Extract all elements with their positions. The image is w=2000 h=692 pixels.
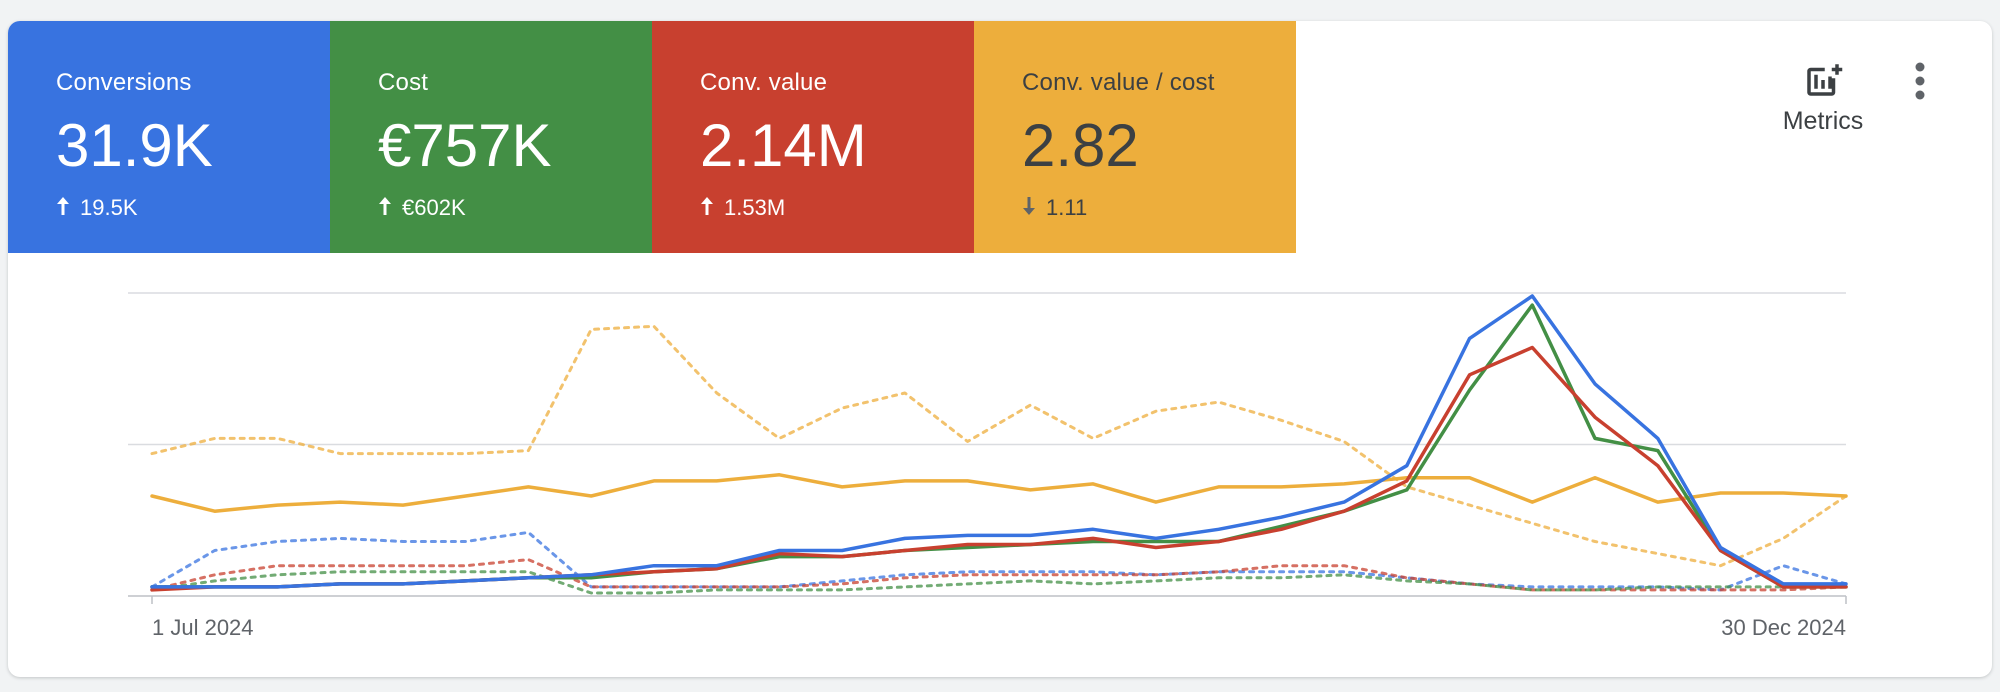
x-axis-start-label: 1 Jul 2024	[152, 615, 254, 640]
arrow-down-icon	[1022, 195, 1040, 221]
tile-cost[interactable]: Cost €757K €602K	[330, 21, 652, 253]
arrow-up-icon	[56, 195, 74, 221]
arrow-up-icon	[700, 195, 718, 221]
series-line-7	[150, 294, 1848, 589]
tile-label: Cost	[378, 69, 429, 96]
metrics-button[interactable]: Metrics	[1763, 59, 1883, 159]
tile-conv-value-per-cost[interactable]: Conv. value / cost 2.82 1.11	[974, 21, 1296, 253]
tile-value: 31.9K	[56, 112, 213, 179]
tile-value: 2.82	[1022, 112, 1139, 179]
tile-delta: 1.53M	[700, 195, 974, 221]
tile-label: Conv. value / cost	[1022, 69, 1215, 96]
tile-delta: 19.5K	[56, 195, 330, 221]
series-line-1	[150, 473, 1848, 513]
series-line-4	[150, 570, 1848, 595]
series-line-2	[150, 530, 1848, 592]
tile-value: €757K	[378, 112, 552, 179]
arrow-up-icon	[378, 195, 396, 221]
series-line-6	[150, 345, 1848, 592]
series-line-3	[150, 558, 1848, 592]
series-line-0	[150, 324, 1848, 568]
metric-tiles: Conversions 31.9K 19.5K Cost €757K €602K…	[8, 21, 1296, 253]
more-options-button[interactable]	[1914, 61, 1926, 111]
metrics-label: Metrics	[1782, 107, 1864, 135]
tile-delta: 1.11	[1022, 195, 1296, 221]
performance-card: 1 Jul 2024 30 Dec 2024 Conversions 31.9K …	[8, 21, 1992, 677]
add-chart-icon	[1807, 64, 1843, 96]
more-vert-icon	[1915, 62, 1925, 100]
performance-chart: 1 Jul 2024 30 Dec 2024	[128, 292, 1848, 640]
tile-delta-value: 1.11	[1046, 195, 1088, 220]
tile-delta-value: 19.5K	[80, 195, 138, 220]
x-axis-end-label: 30 Dec 2024	[1721, 615, 1846, 640]
tile-delta-value: €602K	[402, 195, 466, 220]
tile-delta-value: 1.53M	[724, 195, 786, 220]
tile-value: 2.14M	[700, 112, 867, 179]
tile-conversions[interactable]: Conversions 31.9K 19.5K	[8, 21, 330, 253]
tile-delta: €602K	[378, 195, 652, 221]
tile-label: Conv. value	[700, 69, 828, 96]
tile-label: Conversions	[56, 69, 192, 96]
tile-conv-value[interactable]: Conv. value 2.14M 1.53M	[652, 21, 974, 253]
